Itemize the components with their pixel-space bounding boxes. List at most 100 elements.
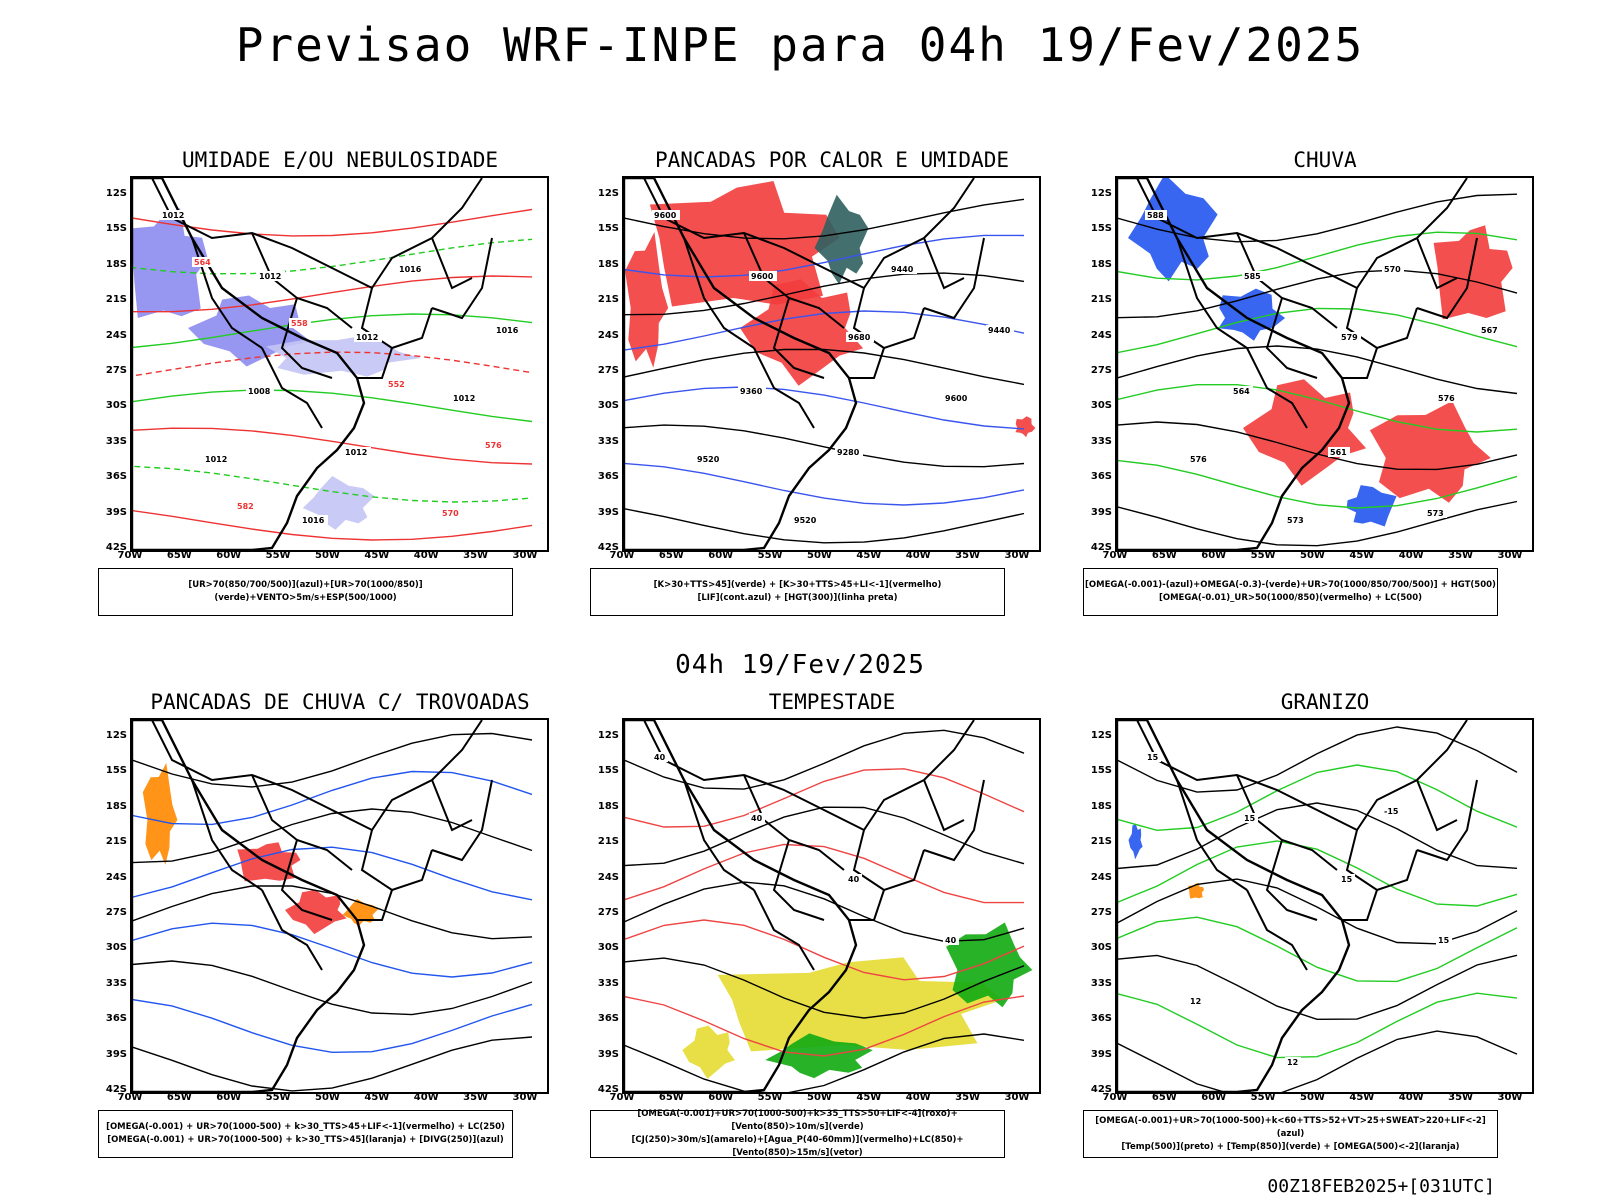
contour-label: 576 [1190, 455, 1207, 464]
lat-tick-label: 21S [105, 294, 127, 306]
contour-label-bg [1339, 874, 1355, 884]
contour-line [624, 462, 1025, 506]
legend-line: [Temp(500)](preto) + [Temp(850)](verde) … [1121, 1141, 1460, 1152]
contour-label: 1012 [453, 394, 475, 403]
lat-tick-label: 27S [1090, 365, 1112, 376]
contour-label-bg [1436, 393, 1458, 403]
lon-tick-label: 60W [708, 1092, 734, 1103]
lon-tick-label: 65W [658, 550, 684, 561]
contour-line [1117, 916, 1518, 983]
contour-line [132, 846, 533, 901]
contour-label-bg [483, 440, 505, 450]
contour-line [1117, 345, 1518, 395]
lat-tick-label: 42S [105, 542, 127, 553]
lat-tick-label: 24S [105, 329, 127, 341]
contour-label-bg [652, 210, 680, 220]
field-shading [302, 476, 375, 530]
contour-line [1117, 231, 1518, 281]
contour-line [624, 881, 1025, 943]
map-canvas [132, 720, 533, 1092]
field-shading [946, 922, 1033, 1008]
contour-label: 9520 [697, 455, 720, 464]
field-shading [1128, 823, 1143, 860]
lon-tick-label: 45W [856, 1092, 882, 1103]
field-shading [285, 889, 347, 935]
contour-line [1117, 193, 1518, 243]
contour-label-bg [1145, 210, 1167, 220]
field-shading [1369, 401, 1491, 503]
lon-tick-label: 65W [1151, 1092, 1177, 1103]
contour-label: 9280 [837, 448, 860, 457]
contour-line [624, 424, 1025, 468]
contour-line [1117, 500, 1518, 547]
country-border [923, 779, 965, 832]
lat-tick-label: 24S [1090, 329, 1112, 341]
lat-tick-label: 12S [1090, 188, 1112, 199]
lon-tick-label: 55W [757, 550, 783, 561]
lat-tick-label: 30S [597, 942, 619, 954]
lon-tick-label: 55W [265, 550, 291, 561]
contour-label-bg [1242, 271, 1264, 281]
coastline [132, 720, 366, 1092]
contour-label-bg [397, 264, 425, 274]
lon-tick-label: 65W [1151, 550, 1177, 561]
panel-title: GRANIZO [1280, 690, 1370, 714]
contour-line [132, 770, 533, 826]
contour-label: 9520 [794, 516, 817, 525]
lon-tick-label: 40W [905, 1092, 931, 1103]
contour-line [624, 348, 1025, 386]
contour-label: 579 [1341, 333, 1358, 342]
lon-tick-label: 70W [1102, 550, 1128, 561]
contour-line [132, 427, 533, 465]
country-border [772, 297, 825, 379]
lat-tick-label: 18S [105, 800, 127, 812]
panel-legend: [OMEGA(-0.001)+UR>70(1000-500)+k<60+TTS>… [1083, 1110, 1498, 1158]
lon-tick-label: 65W [658, 1092, 684, 1103]
contour-label-bg [289, 318, 311, 328]
contour-label-bg [494, 325, 522, 335]
lon-tick-label: 35W [463, 550, 489, 561]
panel-chuva: CHUVA 12S 15S 18S 21S 24S 27S 30S 33S 36S 39S 42S 70… [1083, 148, 1565, 618]
lon-tick-label: 40W [1398, 550, 1424, 561]
lat-tick-label: 15S [105, 223, 127, 235]
country-border [261, 889, 323, 971]
country-border [1342, 347, 1378, 379]
lat-tick-label: 42S [597, 542, 619, 553]
lon-tick-label: 35W [955, 1092, 981, 1103]
legend-line: [OMEGA(-0.01)_UR>50(1000/850)(vermelho) … [1158, 593, 1423, 603]
panel-title: PANCADAS DE CHUVA C/ TROVOADAS [150, 690, 530, 714]
lat-tick-label: 24S [597, 871, 619, 883]
contour-line [1117, 269, 1518, 319]
contour-label: 576 [1438, 394, 1455, 403]
lon-tick-label: 30W [1004, 1092, 1030, 1103]
country-border [1342, 889, 1378, 921]
contour-label: 15 [1341, 875, 1353, 884]
contour-label-bg [1188, 454, 1210, 464]
contour-label: 573 [1287, 516, 1304, 525]
contour-line [624, 386, 1025, 430]
contour-label: 1008 [248, 387, 271, 396]
lat-tick-label: 36S [1090, 1013, 1112, 1025]
valid-time-subtitle: 04h 19/Fev/2025 [675, 650, 925, 680]
contour-label-bg [835, 447, 863, 457]
coastline [1117, 178, 1351, 550]
contour-line [132, 885, 533, 940]
country-border [852, 829, 925, 892]
forecast-map: 40 40 40 40 [622, 718, 1041, 1094]
lon-tick-label: 35W [1448, 550, 1474, 561]
contour-label-bg [1285, 1057, 1301, 1067]
lat-tick-label: 18S [1090, 800, 1112, 812]
contour-label: 567 [1481, 326, 1498, 335]
lon-tick-label: 35W [1448, 1092, 1474, 1103]
contour-label: 573 [1427, 509, 1444, 518]
contour-label: 588 [1147, 211, 1164, 220]
legend-line: [OMEGA(-0.001) + UR>70(1000-500) + k>30_… [106, 1122, 505, 1132]
contour-line [1117, 992, 1518, 1059]
contour-label-bg [1436, 935, 1452, 945]
contour-label: 40 [751, 814, 763, 823]
country-border [1136, 178, 1468, 290]
contour-line [624, 957, 1025, 1019]
country-border [1176, 237, 1248, 349]
contour-label: 12 [1287, 1058, 1298, 1067]
lat-tick-label: 36S [597, 1013, 619, 1025]
